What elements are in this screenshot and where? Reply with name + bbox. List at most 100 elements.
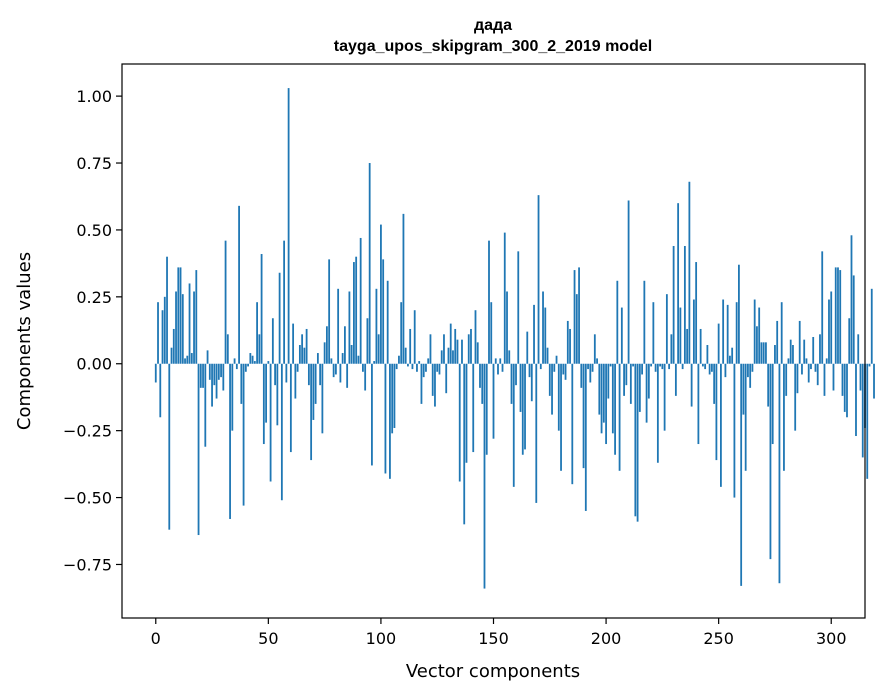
bar-270	[762, 342, 765, 364]
bar-245	[706, 345, 709, 364]
bar-91	[359, 237, 362, 364]
bar-26	[213, 363, 216, 386]
bar-252	[722, 299, 725, 364]
bar-162	[519, 363, 522, 412]
bar-17	[193, 291, 195, 364]
bar-215	[638, 363, 641, 412]
bar-181	[562, 363, 565, 375]
bar-210	[627, 200, 630, 364]
y-tick-label: −0.75	[63, 555, 112, 574]
bar-238	[690, 363, 693, 407]
bar-194	[591, 363, 594, 372]
bar-278	[780, 302, 783, 364]
bar-318	[870, 288, 873, 364]
bar-136	[461, 339, 463, 364]
bar-105	[391, 363, 394, 434]
bar-273	[769, 363, 772, 560]
bar-55	[278, 272, 281, 364]
bar-208	[623, 363, 625, 396]
bar-143	[476, 342, 479, 364]
bar-70	[312, 363, 315, 420]
x-tick-label: 0	[151, 629, 161, 648]
bar-298	[825, 358, 828, 364]
bar-307	[846, 363, 848, 418]
bar-24	[208, 363, 211, 380]
bar-282	[789, 339, 792, 364]
bar-187	[575, 294, 578, 364]
bar-202	[609, 363, 612, 367]
bar-209	[625, 363, 628, 386]
bar-157	[508, 350, 511, 364]
bar-212	[632, 363, 634, 367]
bar-287	[801, 363, 803, 375]
bar-246	[708, 363, 711, 375]
bar-12	[181, 294, 184, 364]
bar-126	[438, 363, 441, 375]
bar-150	[492, 363, 495, 439]
bar-156	[506, 291, 508, 364]
bar-69	[310, 363, 313, 461]
bar-72	[316, 353, 319, 364]
bar-48	[262, 363, 265, 445]
bar-254	[726, 304, 729, 364]
bar-64	[298, 345, 301, 364]
bar-240	[695, 262, 698, 364]
bar-243	[701, 363, 704, 367]
bar-84	[344, 326, 346, 364]
bar-174	[546, 347, 549, 364]
x-tick-label: 50	[258, 629, 278, 648]
bar-255	[729, 355, 731, 364]
bar-294	[816, 363, 819, 386]
bar-284	[794, 363, 797, 431]
bar-46	[258, 334, 261, 364]
bar-56	[280, 363, 283, 501]
bar-112	[407, 363, 409, 367]
bar-211	[629, 363, 632, 404]
bar-39	[242, 363, 245, 506]
y-tick-label: 0.25	[76, 288, 112, 307]
bar-148	[488, 240, 490, 364]
bar-166	[528, 363, 531, 378]
bar-152	[497, 363, 499, 375]
chart-title-line-1: дада	[474, 17, 512, 34]
bar-37	[238, 205, 240, 364]
bar-92	[362, 363, 364, 372]
bar-78	[330, 358, 333, 364]
bar-149	[490, 302, 493, 364]
bar-58	[285, 363, 288, 383]
bar-182	[564, 363, 567, 380]
bar-40	[244, 363, 247, 372]
bar-71	[314, 363, 317, 404]
bar-310	[852, 275, 855, 364]
bar-31	[224, 240, 227, 364]
bar-106	[393, 363, 396, 428]
bar-23	[206, 350, 209, 364]
bar-299	[828, 299, 830, 364]
bar-225	[661, 363, 664, 370]
bar-142	[474, 310, 477, 364]
bar-21	[202, 363, 204, 388]
bar-185	[571, 363, 574, 485]
bar-135	[458, 363, 461, 482]
x-tick-label: 250	[703, 629, 734, 648]
bar-25	[211, 363, 213, 407]
bar-89	[355, 256, 358, 364]
bar-74	[321, 363, 324, 434]
bar-176	[551, 363, 553, 415]
bar-94	[366, 318, 369, 364]
bar-47	[260, 254, 263, 364]
bar-234	[681, 363, 684, 370]
bar-241	[697, 363, 700, 445]
bar-224	[659, 363, 662, 367]
bar-229	[670, 334, 673, 364]
bar-0	[154, 363, 157, 383]
bar-189	[580, 363, 583, 388]
bar-118	[420, 363, 423, 404]
bar-186	[573, 270, 576, 364]
bar-192	[587, 363, 589, 370]
bar-259	[738, 264, 740, 364]
x-tick-label: 300	[816, 629, 847, 648]
bar-204	[614, 363, 616, 455]
bar-154	[501, 363, 504, 372]
bar-139	[467, 334, 470, 364]
